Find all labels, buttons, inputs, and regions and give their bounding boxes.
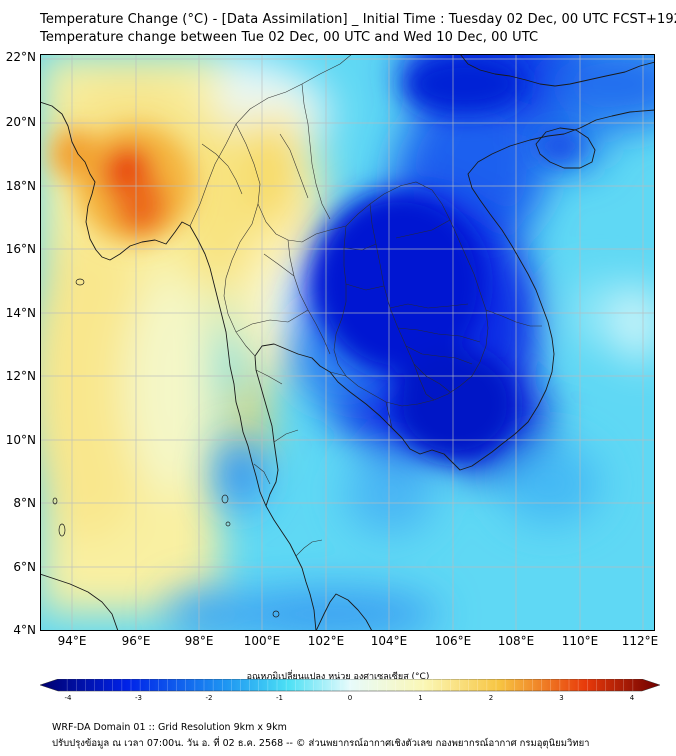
colorbar-tick-label: 2 xyxy=(488,694,494,702)
lat-label-22n: 22°N xyxy=(5,50,36,64)
colorbar-tick-label: -4 xyxy=(64,694,72,702)
map-subtitle: Temperature change between Tue 02 Dec, 0… xyxy=(40,30,539,45)
footer-credit: ปรับปรุงข้อมูล ณ เวลา 07:00น. วัน อ. ที่… xyxy=(52,738,590,749)
lat-label-4n: 4°N xyxy=(13,623,36,637)
footer-model-info: WRF-DA Domain 01 :: Grid Resolution 9km … xyxy=(52,722,287,733)
lon-label-94e: 94°E xyxy=(57,634,87,648)
map-title: Temperature Change (°C) - [Data Assimila… xyxy=(40,12,676,27)
colorbar-tick-label: 1 xyxy=(418,694,423,702)
colorbar-tick-label: -3 xyxy=(135,694,142,702)
lat-label-16n: 16°N xyxy=(5,242,36,256)
lon-label-102e: 102°E xyxy=(307,634,345,648)
lon-label-106e: 106°E xyxy=(434,634,472,648)
graticule xyxy=(40,54,655,631)
lat-label-20n: 20°N xyxy=(5,115,36,129)
lon-label-104e: 104°E xyxy=(370,634,408,648)
lat-label-18n: 18°N xyxy=(5,179,36,193)
lat-label-6n: 6°N xyxy=(13,560,36,574)
colorbar-tick-label: 0 xyxy=(347,694,353,702)
colorbar-title: อุณหภูมิเปลี่ยนแปลง หน่วย องศาเซลเซียส (… xyxy=(246,672,430,682)
lat-label-12n: 12°N xyxy=(5,369,36,383)
country-borders xyxy=(189,54,542,557)
lon-label-96e: 96°E xyxy=(121,634,151,648)
lon-label-100e: 100°E xyxy=(243,634,281,648)
lon-label-98e: 98°E xyxy=(184,634,214,648)
lat-label-10n: 10°N xyxy=(5,433,36,447)
lon-label-112e: 112°E xyxy=(621,634,659,648)
lon-label-108e: 108°E xyxy=(497,634,535,648)
colorbar-tick-label: -1 xyxy=(276,694,283,702)
colorbar xyxy=(40,679,660,692)
lon-label-110e: 110°E xyxy=(561,634,599,648)
colorbar-tick-label: 3 xyxy=(559,694,564,702)
islands xyxy=(52,278,280,618)
coastlines xyxy=(40,54,655,631)
lat-label-14n: 14°N xyxy=(5,306,36,320)
lat-label-8n: 8°N xyxy=(13,496,36,510)
temperature-change-map xyxy=(40,54,655,631)
colorbar-tick-label: -2 xyxy=(205,694,213,702)
colorbar-tick-label: 4 xyxy=(629,694,635,702)
